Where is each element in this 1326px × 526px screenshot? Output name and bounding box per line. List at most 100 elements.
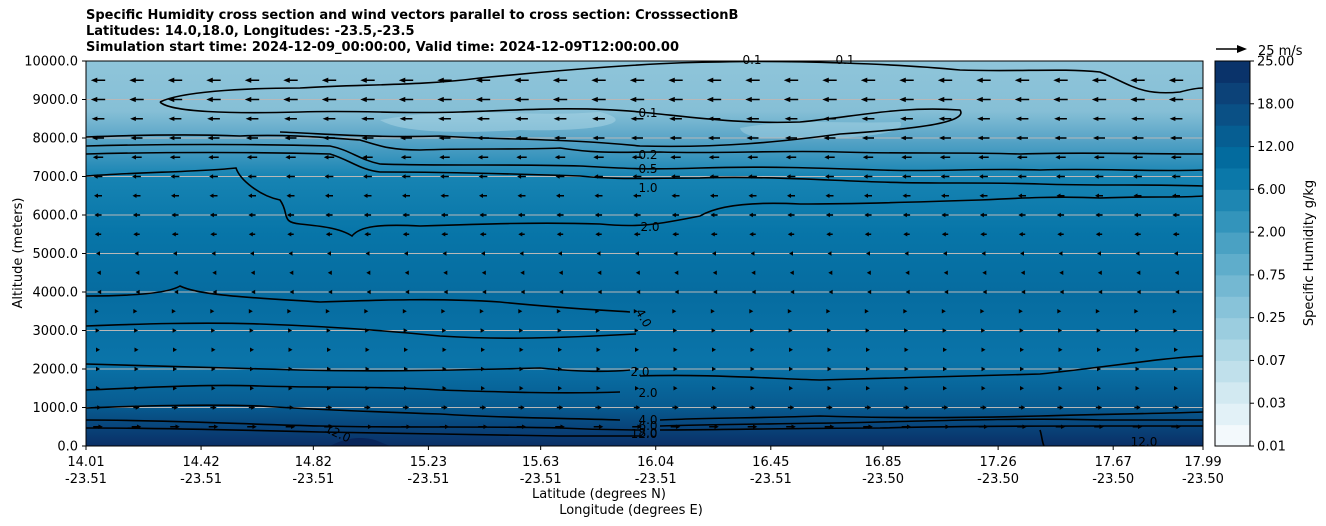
y-tick-label: 5000.0: [33, 247, 79, 262]
contour-line: [86, 134, 1203, 155]
wind-arrow: [1054, 135, 1067, 141]
wind-arrow: [94, 405, 102, 410]
wind-arrow: [1097, 347, 1101, 352]
wind-arrow: [442, 347, 447, 352]
wind-arrow: [288, 386, 293, 391]
wind-arrow: [134, 328, 139, 333]
wind-arrow: [900, 135, 913, 141]
wind-arrow: [1133, 193, 1142, 198]
wind-arrow: [938, 116, 952, 122]
wind-arrow: [862, 135, 874, 141]
colorbar-tick-label: 6.00: [1257, 183, 1286, 198]
wind-arrow: [206, 77, 221, 83]
wind-arrow: [365, 347, 370, 352]
wind-arrow: [1020, 347, 1024, 352]
wind-arrow: [1136, 270, 1141, 275]
wind-arrow: [516, 155, 527, 160]
wind-arrow: [481, 386, 485, 391]
wind-arrow: [91, 116, 105, 122]
wind-arrow: [283, 96, 298, 103]
wind-arrow: [558, 251, 562, 256]
wind-arrow: [173, 347, 177, 352]
wind-arrow: [326, 328, 331, 333]
x-tick-label-longitude: -23.50: [977, 472, 1019, 487]
x-tick-label-latitude: 15.23: [410, 455, 447, 470]
wind-arrow: [247, 174, 257, 179]
x-tick-label-latitude: 14.82: [295, 455, 332, 470]
wind-arrow: [207, 116, 220, 122]
y-axis: 0.0 1000.0 2000.0 3000.0 4000.0 5000.0 6000.0 7…: [24, 55, 86, 455]
contour-line: [659, 411, 1203, 421]
wind-arrow: [669, 135, 682, 141]
wind-arrow: [941, 309, 946, 314]
wind-arrow: [284, 135, 297, 141]
wind-arrow: [476, 116, 490, 122]
wind-arrow: [556, 193, 564, 198]
wind-arrow: [591, 96, 606, 103]
wind-arrow: [977, 116, 990, 122]
wind-arrow: [747, 424, 758, 429]
wind-arrow: [167, 96, 183, 103]
wind-arrow: [361, 116, 374, 122]
wind-arrow: [324, 424, 334, 429]
wind-arrow: [745, 96, 760, 103]
wind-arrow: [250, 366, 254, 372]
wind-arrow: [750, 251, 755, 256]
y-tick-label: 8000.0: [33, 132, 79, 147]
wind-arrow: [323, 135, 335, 141]
wind-arrow: [787, 232, 795, 237]
wind-arrow: [711, 328, 716, 333]
wind-arrow: [284, 116, 297, 122]
wind-arrow: [864, 193, 872, 198]
wind-arrow: [558, 347, 562, 352]
wind-arrow: [786, 424, 796, 429]
wind-arrow: [1057, 232, 1064, 237]
wind-arrow: [174, 289, 179, 295]
wind-arrow: [209, 174, 218, 179]
wind-arrow: [1020, 366, 1024, 372]
wind-arrow: [365, 328, 370, 333]
wind-arrow: [248, 193, 256, 198]
wind-arrow: [517, 212, 526, 218]
contour-line: [159, 61, 1203, 103]
wind-arrow: [1175, 289, 1180, 295]
wind-arrow: [784, 116, 798, 122]
wind-arrow: [321, 96, 337, 103]
colorbar-band: [1215, 189, 1250, 212]
wind-arrow: [981, 347, 986, 352]
wind-arrow: [673, 347, 678, 352]
y-axis-label: Altitude (meters): [11, 198, 26, 309]
wind-arrow: [943, 347, 947, 352]
wind-arrow: [288, 366, 293, 372]
wind-arrow: [1135, 366, 1140, 372]
wind-arrow: [169, 155, 181, 160]
wind-arrow: [481, 251, 485, 256]
wind-arrow: [825, 193, 834, 198]
wind-arrow: [1058, 347, 1063, 352]
wind-arrow: [824, 155, 835, 160]
wind-arrow: [706, 96, 722, 103]
wind-arrow: [211, 366, 216, 372]
wind-arrow: [248, 309, 253, 314]
wind-arrow: [671, 212, 680, 218]
wind-arrow: [404, 270, 409, 275]
wind-arrow: [517, 193, 526, 198]
wind-arrow: [903, 405, 910, 410]
contour-label: 4.0: [638, 413, 657, 427]
wind-arrow: [556, 405, 564, 410]
wind-arrow: [1020, 270, 1025, 275]
wind-arrow: [286, 174, 295, 179]
wind-arrow: [134, 386, 139, 391]
wind-arrow: [904, 366, 909, 372]
x-axis-label-latitude: Latitude (degrees N): [532, 487, 666, 502]
wind-arrow: [519, 328, 524, 333]
wind-arrow: [826, 232, 833, 237]
wind-arrow: [285, 424, 296, 429]
wind-arrow: [442, 366, 447, 372]
wind-arrow: [937, 77, 953, 83]
wind-arrow: [712, 386, 716, 391]
x-axis: 14.01 -23.51 14.42 -23.51 14.82 -23.51 15.23 -2…: [65, 446, 1224, 487]
wind-arrow: [789, 251, 793, 256]
wind-arrow: [1056, 212, 1065, 218]
wind-arrow: [982, 270, 987, 275]
